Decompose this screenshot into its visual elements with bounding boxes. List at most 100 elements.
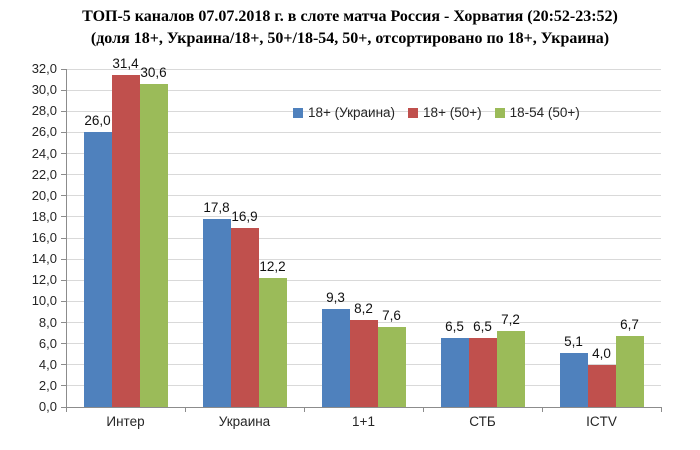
x-axis-line xyxy=(66,407,662,408)
bar-СТБ-18+ (50+) xyxy=(468,338,497,407)
legend-swatch-icon xyxy=(293,107,303,118)
y-axis-tick xyxy=(61,216,66,218)
bar-value-label: 6,5 xyxy=(445,319,464,335)
y-axis-tick xyxy=(61,322,66,323)
y-axis-tick xyxy=(61,385,66,387)
legend-item: 18+ (50+) xyxy=(408,105,482,120)
y-axis-tick xyxy=(61,153,66,154)
y-axis-tick-label: 22,0 xyxy=(31,166,57,182)
x-axis-category-label: Украина xyxy=(218,414,271,429)
y-axis-tick xyxy=(61,406,66,408)
y-gridline xyxy=(66,279,661,281)
bar-value-label: 6,5 xyxy=(473,319,492,335)
x-axis-category-label: СТБ xyxy=(469,414,496,429)
y-axis-tick-label: 4,0 xyxy=(38,356,57,372)
y-axis-tick-label: 18,0 xyxy=(31,208,57,224)
y-axis-tick-label: 8,0 xyxy=(38,314,57,330)
bar-value-label: 9,3 xyxy=(326,289,345,305)
x-axis-category-label: 1+1 xyxy=(352,414,375,429)
y-axis-tick-label: 12,0 xyxy=(31,272,57,288)
y-axis-tick-label: 14,0 xyxy=(31,251,57,267)
y-axis-tick xyxy=(61,343,66,345)
bar-1+1-18-54 (50+) xyxy=(377,326,406,407)
y-axis-tick xyxy=(61,131,66,133)
y-axis-tick-label: 28,0 xyxy=(31,103,57,119)
y-axis-tick xyxy=(61,300,66,302)
y-axis-tick-label: 30,0 xyxy=(31,82,57,98)
y-axis-tick xyxy=(61,237,66,239)
y-gridline xyxy=(66,174,661,176)
bar-value-label: 6,7 xyxy=(620,317,639,333)
y-gridline xyxy=(66,195,661,197)
x-axis-tick xyxy=(661,407,662,412)
y-gridline xyxy=(66,89,661,91)
y-gridline xyxy=(66,216,661,218)
x-axis-category-label: Интер xyxy=(106,414,145,429)
bar-СТБ-18+ (Украина) xyxy=(440,338,469,407)
legend-item: 18+ (Украина) xyxy=(293,105,395,120)
legend-label: 18+ (50+) xyxy=(423,105,482,120)
bar-value-label: 8,2 xyxy=(354,301,373,317)
y-gridline xyxy=(66,153,661,154)
y-gridline xyxy=(66,131,661,133)
y-axis-tick-label: 16,0 xyxy=(31,230,57,245)
bar-value-label: 5,1 xyxy=(564,334,583,350)
y-gridline xyxy=(66,300,661,302)
bar-1+1-18+ (50+) xyxy=(349,320,378,407)
y-axis-tick xyxy=(61,68,66,70)
bar-value-label: 16,9 xyxy=(231,209,258,225)
y-axis-tick xyxy=(61,110,66,112)
legend-item: 18-54 (50+) xyxy=(494,105,580,120)
x-axis-tick xyxy=(542,407,543,412)
bar-Украина-18+ (50+) xyxy=(230,228,259,407)
y-axis-tick-label: 24,0 xyxy=(31,145,57,161)
y-axis-tick xyxy=(61,258,66,260)
bar-value-label: 7,2 xyxy=(501,311,520,327)
y-axis-tick xyxy=(61,89,66,91)
bar-value-label: 17,8 xyxy=(203,199,230,215)
x-axis-tick xyxy=(304,407,305,412)
bar-ICTV-18-54 (50+) xyxy=(615,336,644,407)
legend-swatch-icon xyxy=(494,107,505,118)
bar-Интер-18-54 (50+) xyxy=(139,83,168,407)
chart-subtitle: (доля 18+, Украина/18+, 50+/18-54, 50+, … xyxy=(90,30,610,47)
y-axis-tick-label: 0,0 xyxy=(38,399,57,414)
y-axis-tick xyxy=(61,195,66,197)
bar-ICTV-18+ (Украина) xyxy=(559,353,588,407)
x-axis-tick xyxy=(423,407,424,412)
y-axis-tick-label: 20,0 xyxy=(31,187,57,203)
chart-title-block: ТОП-5 каналов 07.07.2018 г. в слоте матч… xyxy=(0,6,700,50)
bar-value-label: 31,4 xyxy=(112,56,139,72)
y-gridline xyxy=(66,258,661,260)
bar-value-label: 4,0 xyxy=(592,345,611,361)
y-gridline xyxy=(66,68,661,70)
bar-Интер-18+ (50+) xyxy=(111,75,140,407)
bar-value-label: 30,6 xyxy=(140,64,167,80)
bar-СТБ-18-54 (50+) xyxy=(496,330,525,407)
y-axis-tick-label: 32,0 xyxy=(31,61,57,76)
bar-value-label: 12,2 xyxy=(259,259,286,275)
bar-value-label: 7,6 xyxy=(382,307,401,323)
bar-value-label: 26,0 xyxy=(84,113,111,129)
y-axis-line xyxy=(66,69,67,407)
y-gridline xyxy=(66,110,661,112)
y-axis-tick xyxy=(61,174,66,176)
legend-label: 18-54 (50+) xyxy=(509,105,580,120)
x-axis-tick xyxy=(185,407,186,412)
bar-Украина-18-54 (50+) xyxy=(258,278,287,407)
x-axis-tick xyxy=(66,407,67,412)
y-axis-tick-label: 26,0 xyxy=(31,124,57,140)
y-axis-tick xyxy=(61,279,66,281)
bar-1+1-18+ (Украина) xyxy=(321,308,350,407)
y-gridline xyxy=(66,237,661,239)
legend-swatch-icon xyxy=(408,107,419,118)
bar-ICTV-18+ (50+) xyxy=(587,364,616,407)
y-axis-tick-label: 10,0 xyxy=(31,293,57,309)
y-axis-tick-label: 2,0 xyxy=(38,377,57,393)
legend-label: 18+ (Украина) xyxy=(308,105,396,120)
chart-legend: 18+ (Украина) 18+ (50+) 18-54 (50+) xyxy=(293,105,580,120)
bar-Интер-18+ (Украина) xyxy=(83,132,112,407)
x-axis-category-label: ICTV xyxy=(586,414,617,429)
